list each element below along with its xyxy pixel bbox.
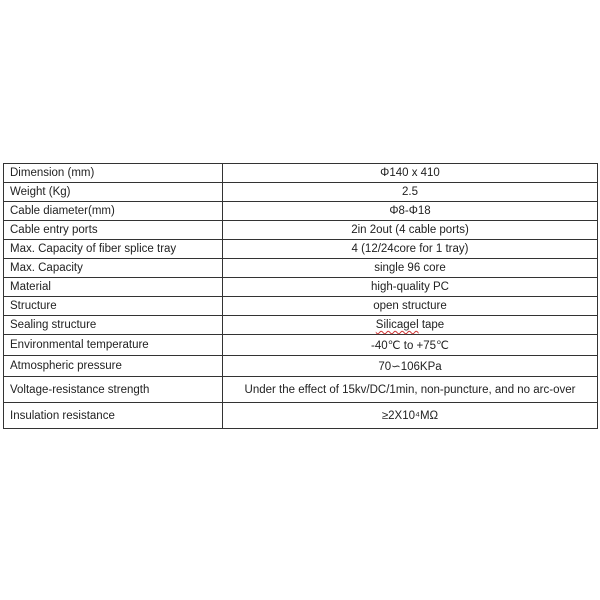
spec-value: 70∽106KPa xyxy=(222,355,598,377)
spec-value: 4 (12/24core for 1 tray) xyxy=(222,239,598,259)
table-row: Environmental temperature -40℃ to +75℃ xyxy=(3,334,598,356)
spec-value: Φ140 x 410 xyxy=(222,163,598,183)
table-row: Voltage-resistance strength Under the eff… xyxy=(3,376,598,403)
spec-value: high-quality PC xyxy=(222,277,598,297)
spec-label: Max. Capacity of fiber splice tray xyxy=(3,239,223,259)
spec-value: 2.5 xyxy=(222,182,598,202)
spellcheck-underline: Silicagel xyxy=(375,319,419,331)
spec-label: Cable diameter(mm) xyxy=(3,201,223,221)
spec-label: Max. Capacity xyxy=(3,258,223,278)
spec-value: Under the effect of 15kv/DC/1min, non-pu… xyxy=(222,376,598,403)
spec-value: ≥2X10⁴MΩ xyxy=(222,402,598,429)
spec-value: single 96 core xyxy=(222,258,598,278)
spec-value: open structure xyxy=(222,296,598,316)
table-row: Insulation resistance ≥2X10⁴MΩ xyxy=(3,402,598,429)
spec-value: -40℃ to +75℃ xyxy=(222,334,598,356)
spec-value: 2in 2out (4 cable ports) xyxy=(222,220,598,240)
spec-label: Insulation resistance xyxy=(3,402,223,429)
table-row: Sealing structure Silicagel tape xyxy=(3,315,598,335)
spec-label: Structure xyxy=(3,296,223,316)
spec-table: Dimension (mm) Φ140 x 410 Weight (Kg) 2.5 Ca… xyxy=(3,163,598,429)
spec-label: Material xyxy=(3,277,223,297)
spec-label: Environmental temperature xyxy=(3,334,223,356)
spec-label: Voltage-resistance strength xyxy=(3,376,223,403)
table-row: Atmospheric pressure 70∽106KPa xyxy=(3,355,598,377)
table-row: Weight (Kg) 2.5 xyxy=(3,182,598,202)
table-row: Dimension (mm) Φ140 x 410 xyxy=(3,163,598,183)
table-row: Structure open structure xyxy=(3,296,598,316)
table-row: Max. Capacity of fiber splice tray 4 (12/… xyxy=(3,239,598,259)
spec-label: Cable entry ports xyxy=(3,220,223,240)
table-row: Cable diameter(mm) Φ8-Φ18 xyxy=(3,201,598,221)
spec-value: Φ8-Φ18 xyxy=(222,201,598,221)
table-row: Material high-quality PC xyxy=(3,277,598,297)
spec-label: Weight (Kg) xyxy=(3,182,223,202)
spec-value: Silicagel tape xyxy=(222,315,598,335)
spec-label: Dimension (mm) xyxy=(3,163,223,183)
table-row: Max. Capacity single 96 core xyxy=(3,258,598,278)
spec-label: Sealing structure xyxy=(3,315,223,335)
spec-label: Atmospheric pressure xyxy=(3,355,223,377)
table-row: Cable entry ports 2in 2out (4 cable ports… xyxy=(3,220,598,240)
